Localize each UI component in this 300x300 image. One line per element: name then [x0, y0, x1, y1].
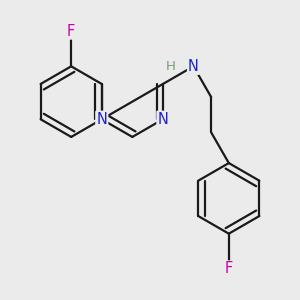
Text: N: N [188, 59, 199, 74]
Text: F: F [225, 262, 233, 277]
Text: N: N [96, 112, 107, 127]
Text: F: F [67, 23, 75, 38]
Text: N: N [158, 112, 168, 127]
Text: H: H [166, 60, 176, 73]
